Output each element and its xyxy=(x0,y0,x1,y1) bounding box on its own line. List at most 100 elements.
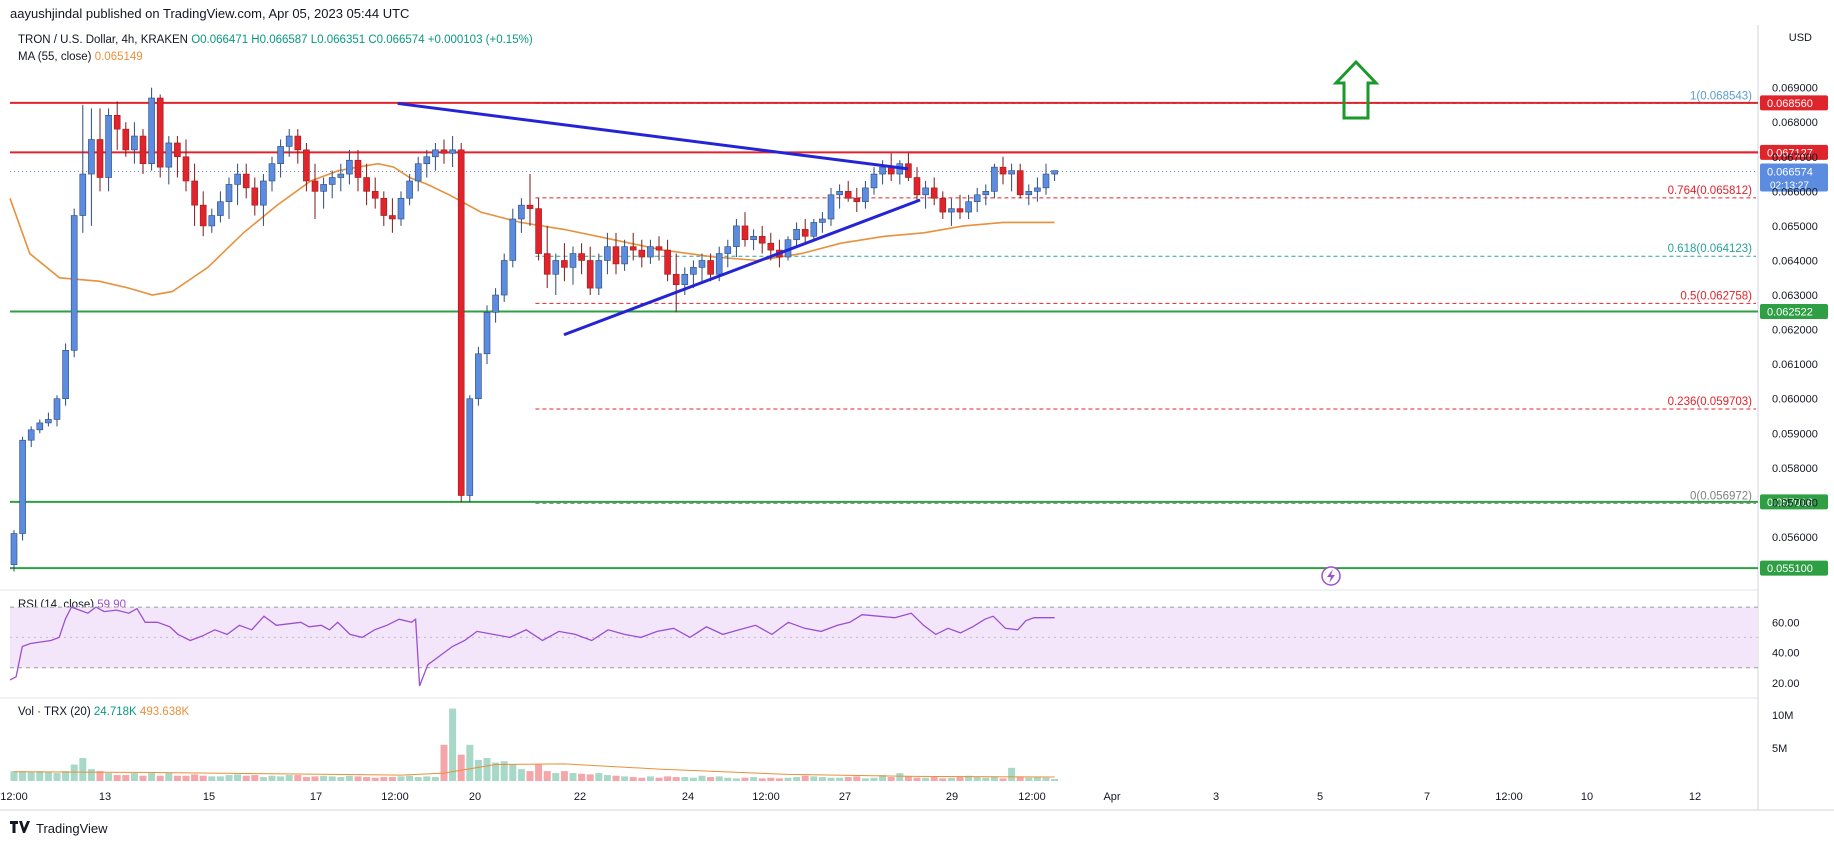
candle-up xyxy=(432,149,439,158)
candle-down xyxy=(939,197,947,213)
price-axis[interactable]: 0.069000 0.068000 0.067000 0.066000 0.065000… xyxy=(1772,83,1818,544)
candle-up xyxy=(27,429,35,441)
volume-bar xyxy=(526,771,534,781)
candle-up xyxy=(810,222,818,237)
price-level-label: 0.055100 xyxy=(1767,563,1813,575)
candle-up xyxy=(414,163,422,182)
candle-up xyxy=(105,115,112,178)
candle-up xyxy=(337,173,345,178)
volume-legend[interactable]: Vol · TRX (20) 24.718K 493.638K xyxy=(18,706,189,718)
ma-label[interactable]: MA (55, close) xyxy=(18,51,92,63)
candle-up xyxy=(715,253,723,275)
time-tick-label: 12:00 xyxy=(0,791,28,803)
volume-bar xyxy=(87,769,95,781)
publisher-line: aayushjindal published on TradingView.co… xyxy=(10,6,410,21)
candle-down xyxy=(913,177,921,196)
symbol-name[interactable]: TRON / U.S. Dollar, 4h, KRAKEN xyxy=(18,34,188,46)
volume-bar xyxy=(750,777,758,781)
volume-bar xyxy=(517,769,525,781)
candle-down xyxy=(844,191,852,199)
volume-bar xyxy=(234,774,242,781)
candle-up xyxy=(698,260,706,268)
horizontal-levels[interactable]: 0.068560 0.067127 0.066574 02:13:27 0.062522… xyxy=(10,95,1828,576)
volume-bar xyxy=(999,778,1007,781)
price-tick-label: 0.067000 xyxy=(1772,152,1818,164)
candle-up xyxy=(647,246,654,258)
time-tick-label: 12:00 xyxy=(1495,791,1523,803)
lightning-icon[interactable] xyxy=(1321,566,1341,586)
volume-tick-label: 10M xyxy=(1772,710,1793,722)
volume-bar xyxy=(836,777,844,781)
candle-up xyxy=(234,173,241,185)
volume-bar xyxy=(328,776,336,781)
volume-bar xyxy=(767,777,775,781)
candle-up xyxy=(492,294,499,313)
volume-bar xyxy=(758,778,766,781)
volume-bar xyxy=(509,764,517,781)
time-tick-label: 7 xyxy=(1424,791,1430,803)
volume-bar xyxy=(844,777,852,781)
price-level-label: 0.067127 xyxy=(1767,147,1813,159)
price-level-label: 0.057016 xyxy=(1767,497,1813,509)
price-level-label: 0.068560 xyxy=(1767,98,1813,110)
candle-up xyxy=(793,229,800,241)
volume-bar xyxy=(380,777,388,781)
volume-bar xyxy=(268,775,276,781)
candle-up xyxy=(870,173,878,189)
volume-bar xyxy=(79,757,87,781)
volume-label[interactable]: Vol · TRX (20) xyxy=(18,706,91,718)
volume-bar xyxy=(354,776,362,781)
candle-down xyxy=(122,128,130,151)
footer-brand[interactable]: TradingView xyxy=(10,820,108,836)
volume-bar xyxy=(414,777,422,781)
time-tick-label: 12 xyxy=(1689,791,1701,803)
rsi-line xyxy=(9,606,1055,687)
fib-level-label: 0(0.056972) xyxy=(1690,490,1752,502)
volume-bar xyxy=(707,777,715,781)
trendlines[interactable] xyxy=(397,101,921,337)
ma-legend[interactable]: MA (55, close) 0.065149 xyxy=(18,51,143,63)
volume-bar xyxy=(53,773,61,781)
candle-up xyxy=(62,350,69,400)
volume-bar xyxy=(724,777,732,781)
candle-down xyxy=(535,208,542,254)
moving-average xyxy=(9,162,1055,296)
candle-down xyxy=(457,149,465,496)
volume-bar xyxy=(148,773,156,781)
candle-up xyxy=(509,218,517,261)
candle-down xyxy=(586,260,594,289)
price-tick-label: 0.063000 xyxy=(1772,290,1818,302)
volume-value: 24.718K xyxy=(93,706,137,718)
volume-bar xyxy=(681,777,689,781)
candle-up xyxy=(690,267,697,275)
volume-bar xyxy=(784,777,792,781)
volume-bar xyxy=(320,775,328,781)
candle-up xyxy=(862,187,869,203)
candle-up xyxy=(922,187,929,196)
volume-bar xyxy=(982,777,990,781)
candle-up xyxy=(879,166,886,175)
volume-bar xyxy=(259,777,267,781)
time-tick-label: 12:00 xyxy=(752,791,780,803)
volume-bar xyxy=(474,759,482,781)
candle-up xyxy=(217,201,224,216)
time-tick-label: 22 xyxy=(574,791,586,803)
volume-bar xyxy=(130,773,138,781)
symbol-legend[interactable]: TRON / U.S. Dollar, 4h, KRAKEN O0.066471… xyxy=(18,34,533,46)
currency-label[interactable]: USD xyxy=(1788,32,1812,44)
candle-up xyxy=(285,135,293,147)
time-axis[interactable]: 12:00 13 15 17 12:00 20 22 24 12:00 27 29 12:00 Apr 3… xyxy=(0,791,1701,803)
countdown-label: 02:13:27 xyxy=(1770,181,1809,192)
candle-up xyxy=(500,260,508,296)
candle-down xyxy=(905,163,912,178)
candle-up xyxy=(328,177,336,185)
volume-bar xyxy=(973,777,981,781)
candle-down xyxy=(354,159,362,178)
volume-bar xyxy=(1051,779,1059,781)
volume-bar xyxy=(853,776,861,781)
time-tick-label: 5 xyxy=(1317,791,1323,803)
candle-up xyxy=(595,260,603,289)
price-tick-label: 0.057000 xyxy=(1772,497,1818,509)
candle-up xyxy=(569,253,577,268)
